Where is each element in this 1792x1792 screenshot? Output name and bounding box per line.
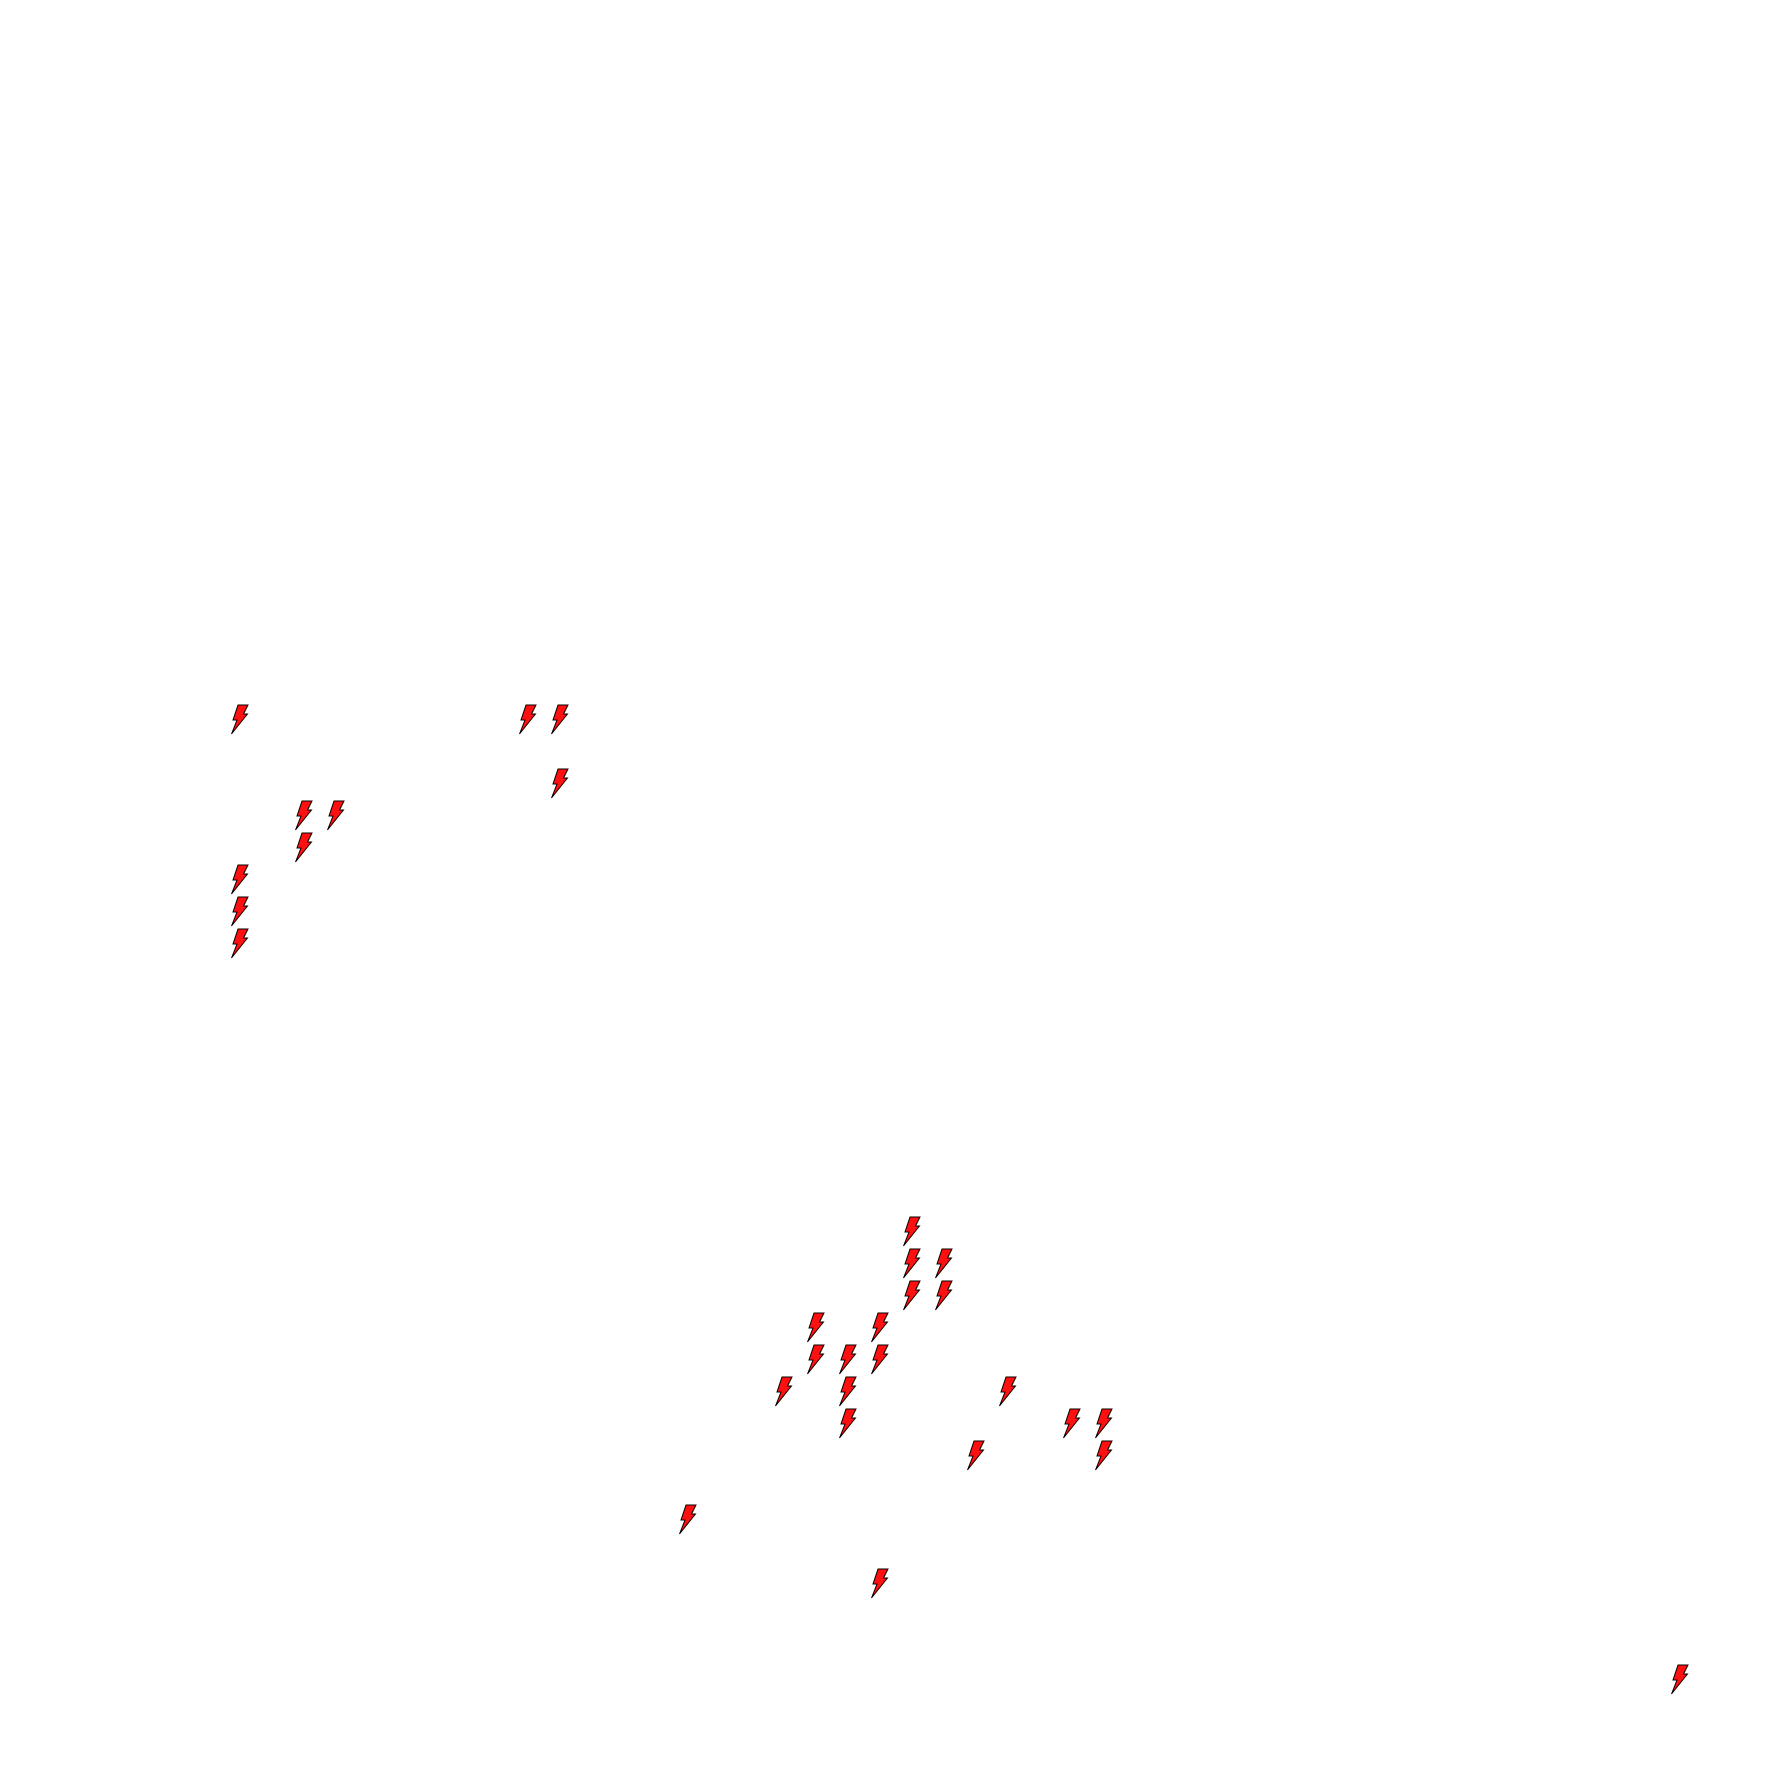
lightning-bolt-icon[interactable]	[1088, 1440, 1120, 1472]
lightning-bolt-icon[interactable]	[896, 1248, 928, 1280]
lightning-bolt-icon[interactable]	[864, 1568, 896, 1600]
lightning-bolt-icon[interactable]	[288, 832, 320, 864]
lightning-bolt-icon[interactable]	[1088, 1408, 1120, 1440]
lightning-bolt-icon[interactable]	[768, 1376, 800, 1408]
lightning-bolt-icon[interactable]	[832, 1376, 864, 1408]
lightning-bolt-icon[interactable]	[288, 800, 320, 832]
lightning-bolt-icon[interactable]	[800, 1312, 832, 1344]
lightning-bolt-icon[interactable]	[864, 1344, 896, 1376]
lightning-bolt-icon[interactable]	[960, 1440, 992, 1472]
lightning-bolt-icon[interactable]	[928, 1280, 960, 1312]
lightning-bolt-icon[interactable]	[800, 1344, 832, 1376]
lightning-bolt-icon[interactable]	[224, 864, 256, 896]
lightning-bolt-icon[interactable]	[672, 1504, 704, 1536]
lightning-bolt-icon[interactable]	[832, 1408, 864, 1440]
lightning-bolt-icon[interactable]	[928, 1248, 960, 1280]
lightning-bolt-icon[interactable]	[832, 1344, 864, 1376]
lightning-bolt-icon[interactable]	[320, 800, 352, 832]
lightning-bolt-icon[interactable]	[896, 1216, 928, 1248]
lightning-bolt-icon[interactable]	[224, 896, 256, 928]
lightning-bolt-icon[interactable]	[864, 1312, 896, 1344]
lightning-bolt-icon[interactable]	[992, 1376, 1024, 1408]
lightning-bolt-icon[interactable]	[224, 704, 256, 736]
lightning-bolt-icon[interactable]	[1056, 1408, 1088, 1440]
lightning-bolt-icon[interactable]	[1664, 1664, 1696, 1696]
lightning-bolt-icon[interactable]	[224, 928, 256, 960]
lightning-bolt-icon[interactable]	[544, 768, 576, 800]
lightning-bolt-icon[interactable]	[544, 704, 576, 736]
lightning-bolt-icon[interactable]	[512, 704, 544, 736]
lightning-bolt-icon[interactable]	[896, 1280, 928, 1312]
